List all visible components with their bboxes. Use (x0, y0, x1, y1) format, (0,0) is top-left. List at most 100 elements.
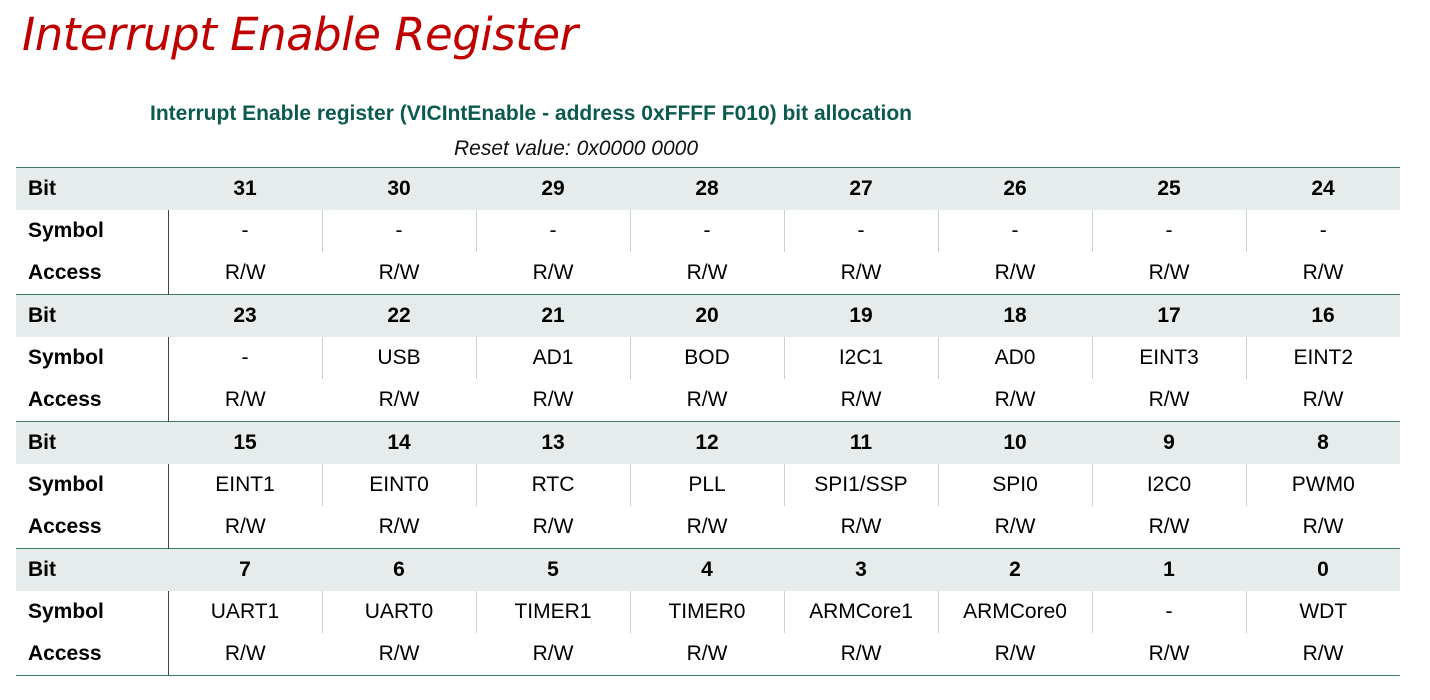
symbol-cell: - (937, 210, 1092, 252)
table-caption: Interrupt Enable register (VICIntEnable … (150, 102, 912, 125)
access-row: Access R/W R/W R/W R/W R/W R/W R/W R/W (16, 633, 1400, 676)
bit-cell: 16 (1246, 294, 1400, 337)
access-cell: R/W (322, 506, 476, 549)
bit-cell: 13 (476, 421, 630, 464)
bit-cell: 18 (938, 294, 1092, 337)
symbol-row: Symbol UART1 UART0 TIMER1 TIMER0 ARMCore1 ARMC… (16, 591, 1400, 633)
symbol-cell: EINT0 (321, 464, 476, 506)
access-cell: R/W (1246, 506, 1400, 549)
symbol-cell: - (1091, 210, 1246, 252)
symbol-cell: I2C1 (783, 337, 938, 379)
access-cell: R/W (938, 506, 1092, 549)
symbol-row-header: Symbol (16, 464, 168, 506)
symbol-row-header: Symbol (16, 591, 168, 633)
symbol-cell: - (167, 210, 322, 252)
bit-row-header: Bit (16, 167, 168, 210)
bit-cell: 20 (630, 294, 784, 337)
bit-cell: 9 (1092, 421, 1246, 464)
symbol-cell: UART0 (321, 591, 476, 633)
reset-value: Reset value: 0x0000 0000 (454, 137, 699, 160)
bit-row-header: Bit (16, 421, 168, 464)
access-row-header: Access (16, 252, 168, 295)
symbol-row-header: Symbol (16, 210, 168, 252)
access-cell: R/W (1092, 506, 1246, 549)
bit-cell: 8 (1246, 421, 1400, 464)
symbol-cell: - (629, 210, 784, 252)
symbol-cell: I2C0 (1091, 464, 1246, 506)
access-cell: R/W (784, 633, 938, 676)
access-cell: R/W (630, 506, 784, 549)
access-cell: R/W (938, 252, 1092, 295)
symbol-cell: PWM0 (1245, 464, 1400, 506)
access-cell: R/W (630, 379, 784, 422)
symbol-cell: ARMCore1 (783, 591, 938, 633)
bit-cell: 31 (168, 167, 322, 210)
access-cell: R/W (167, 633, 322, 676)
bit-cell: 10 (938, 421, 1092, 464)
bit-cell: 17 (1092, 294, 1246, 337)
bit-cell: 24 (1246, 167, 1400, 210)
access-cell: R/W (476, 506, 630, 549)
access-cell: R/W (322, 379, 476, 422)
bit-row: Bit 23 22 21 20 19 18 17 16 (16, 294, 1400, 337)
bit-cell: 29 (476, 167, 630, 210)
register-bit-table: Bit 31 30 29 28 27 26 25 24 Symbol - - - - - - - - Access R… (16, 167, 1400, 676)
bit-cell: 19 (784, 294, 938, 337)
access-cell: R/W (1246, 379, 1400, 422)
register-table-body: Bit 31 30 29 28 27 26 25 24 Symbol - - - - - - - - Access R… (16, 167, 1400, 676)
symbol-cell: - (321, 210, 476, 252)
access-row-header: Access (16, 506, 168, 549)
bit-cell: 5 (476, 548, 630, 591)
bit-row: Bit 31 30 29 28 27 26 25 24 (16, 167, 1400, 210)
bit-row: Bit 7 6 5 4 3 2 1 0 (16, 548, 1400, 591)
symbol-cell: AD0 (937, 337, 1092, 379)
access-cell: R/W (630, 633, 784, 676)
symbol-cell: USB (321, 337, 476, 379)
access-cell: R/W (1246, 633, 1400, 676)
symbol-cell: UART1 (167, 591, 322, 633)
access-cell: R/W (167, 252, 322, 295)
symbol-row: Symbol - USB AD1 BOD I2C1 AD0 EINT3 EINT2 (16, 337, 1400, 379)
access-row-header: Access (16, 379, 168, 422)
symbol-row: Symbol - - - - - - - - (16, 210, 1400, 252)
access-cell: R/W (476, 252, 630, 295)
access-row: Access R/W R/W R/W R/W R/W R/W R/W R/W (16, 379, 1400, 422)
bit-cell: 25 (1092, 167, 1246, 210)
bit-cell: 0 (1246, 548, 1400, 591)
access-cell: R/W (784, 252, 938, 295)
bit-row: Bit 15 14 13 12 11 10 9 8 (16, 421, 1400, 464)
symbol-cell: BOD (629, 337, 784, 379)
access-cell: R/W (1092, 252, 1246, 295)
slide-title: Interrupt Enable Register (22, 8, 578, 61)
access-cell: R/W (938, 633, 1092, 676)
bit-cell: 14 (322, 421, 476, 464)
symbol-cell: ARMCore0 (937, 591, 1092, 633)
bit-cell: 6 (322, 548, 476, 591)
bit-row-header: Bit (16, 548, 168, 591)
bit-cell: 11 (784, 421, 938, 464)
access-cell: R/W (1092, 633, 1246, 676)
symbol-cell: - (783, 210, 938, 252)
bit-cell: 30 (322, 167, 476, 210)
bit-row-header: Bit (16, 294, 168, 337)
access-cell: R/W (476, 379, 630, 422)
access-row: Access R/W R/W R/W R/W R/W R/W R/W R/W (16, 252, 1400, 295)
access-cell: R/W (784, 379, 938, 422)
access-row: Access R/W R/W R/W R/W R/W R/W R/W R/W (16, 506, 1400, 549)
bit-cell: 26 (938, 167, 1092, 210)
symbol-row: Symbol EINT1 EINT0 RTC PLL SPI1/SSP SPI0 I2C0 PW… (16, 464, 1400, 506)
symbol-cell: AD1 (475, 337, 630, 379)
bit-cell: 22 (322, 294, 476, 337)
bit-cell: 2 (938, 548, 1092, 591)
access-cell: R/W (476, 633, 630, 676)
symbol-cell: TIMER1 (475, 591, 630, 633)
symbol-row-header: Symbol (16, 337, 168, 379)
bit-cell: 23 (168, 294, 322, 337)
access-cell: R/W (1246, 252, 1400, 295)
bit-cell: 3 (784, 548, 938, 591)
symbol-cell: WDT (1245, 591, 1400, 633)
symbol-cell: - (1091, 591, 1246, 633)
symbol-cell: PLL (629, 464, 784, 506)
access-cell: R/W (322, 252, 476, 295)
bit-cell: 21 (476, 294, 630, 337)
